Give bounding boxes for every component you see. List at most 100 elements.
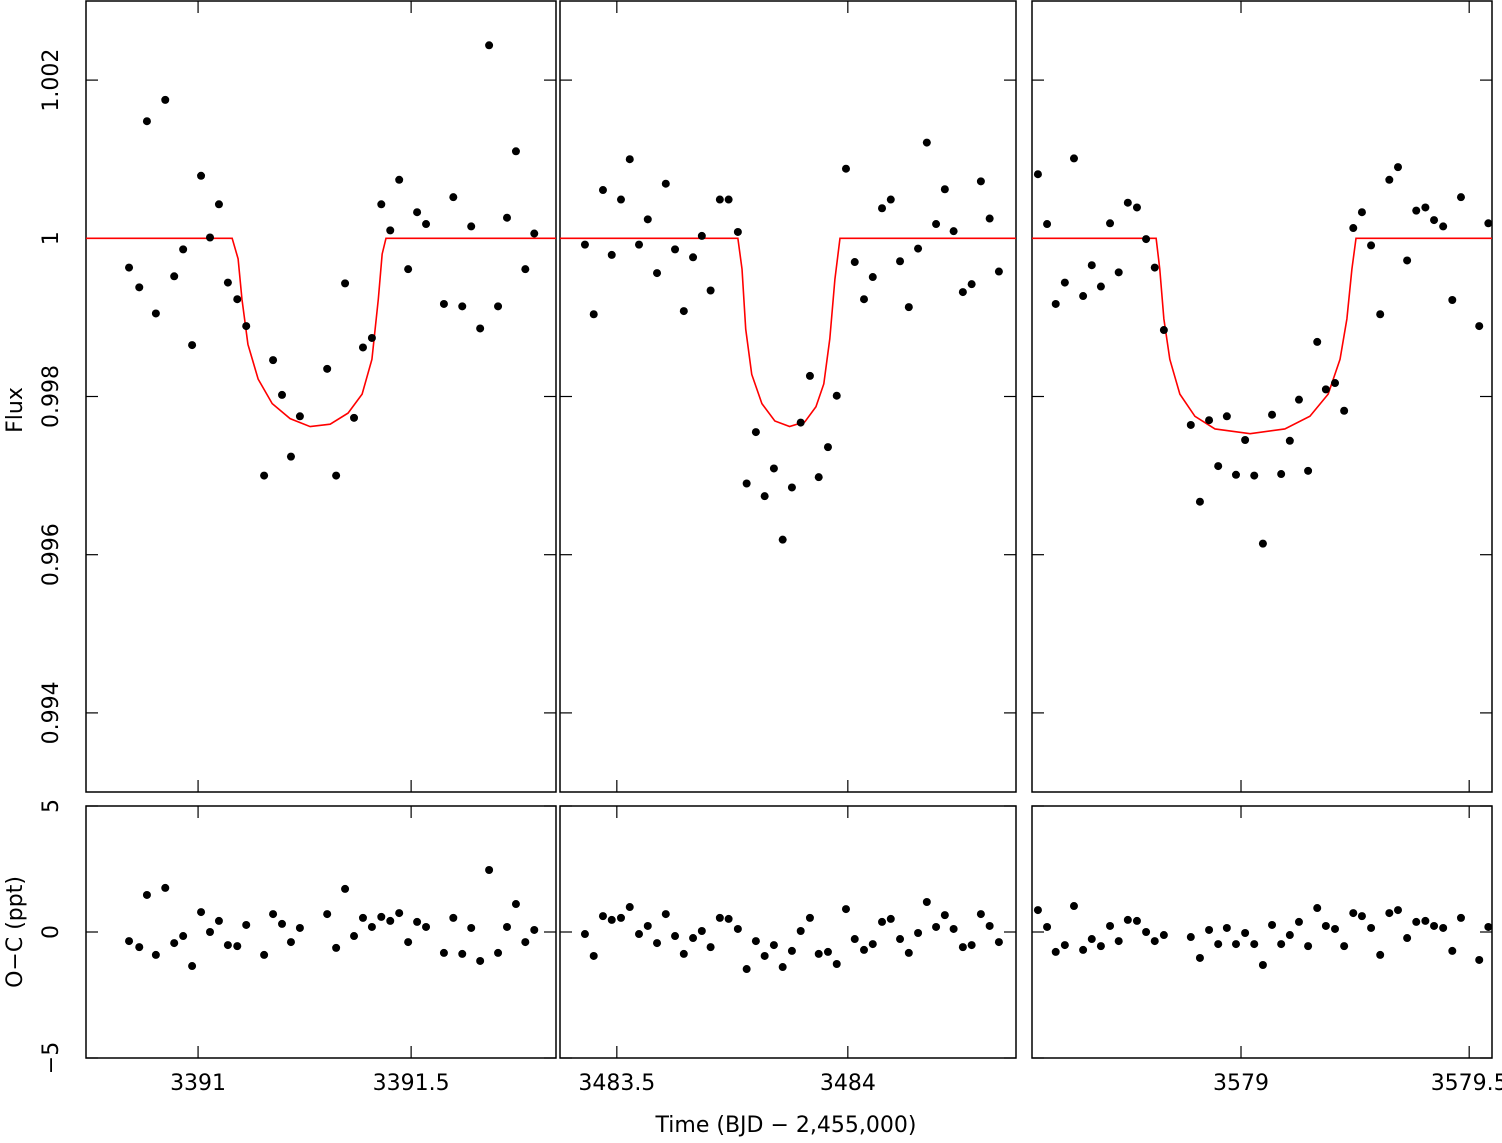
residual-point <box>332 943 341 952</box>
residual-point <box>223 941 232 950</box>
data-point <box>1087 261 1096 270</box>
residual-point <box>860 945 868 954</box>
data-point <box>1222 412 1231 421</box>
residual-frame <box>85 805 557 1059</box>
data-point <box>967 280 976 289</box>
residual-point <box>616 913 625 922</box>
residual-point <box>841 905 850 914</box>
data-point <box>1060 278 1069 287</box>
data-point <box>1079 292 1088 301</box>
x-axis-label: Time (BJD − 2,455,000) <box>655 1113 917 1138</box>
residual-point <box>1132 916 1141 925</box>
residual-point <box>151 950 160 959</box>
data-point <box>1321 385 1330 394</box>
residual-point <box>295 923 304 932</box>
residual-point <box>386 916 395 925</box>
data-point <box>1241 436 1250 445</box>
residual-point <box>323 910 332 919</box>
data-point <box>715 195 724 204</box>
data-point <box>1142 235 1151 244</box>
residual-point <box>760 951 769 960</box>
data-point <box>341 279 350 288</box>
residual-point <box>1277 940 1286 949</box>
x-tick-label: 3484 <box>820 1071 876 1096</box>
residual-point <box>671 932 680 941</box>
residual-point <box>1069 902 1078 911</box>
data-point <box>635 240 644 249</box>
residual-point <box>697 926 706 935</box>
residual-point <box>715 913 724 922</box>
data-point <box>1393 163 1402 172</box>
data-point <box>502 213 511 222</box>
residual-point <box>932 922 941 931</box>
data-point <box>1114 268 1123 277</box>
model-line <box>86 237 556 428</box>
residual-point <box>1484 922 1493 931</box>
x-tick-label: 3391 <box>170 1071 226 1096</box>
residual-point <box>914 929 923 938</box>
residual-y-tick-label: 5 <box>39 799 64 813</box>
residual-point <box>769 941 778 950</box>
residual-point <box>1367 923 1376 932</box>
data-point <box>1385 175 1394 184</box>
data-point <box>205 233 214 242</box>
data-point <box>358 343 367 352</box>
data-point <box>1277 470 1286 479</box>
residual-point <box>142 890 151 899</box>
residual-point <box>1096 942 1105 951</box>
data-point <box>278 390 287 399</box>
residual-point <box>1268 920 1277 929</box>
data-point <box>932 220 941 229</box>
data-point <box>449 193 458 202</box>
data-point <box>350 413 359 422</box>
residual-frame <box>1031 805 1493 1059</box>
residual-point <box>350 932 359 941</box>
residual-point <box>242 920 251 929</box>
residual-point <box>1222 923 1231 932</box>
residual-point <box>1241 929 1250 938</box>
residual-point <box>1349 909 1358 918</box>
residual-point <box>751 937 760 946</box>
data-point <box>850 258 859 267</box>
data-point <box>286 452 295 461</box>
residual-point <box>994 938 1003 947</box>
data-point <box>643 215 652 224</box>
residual-point <box>823 947 832 956</box>
data-point <box>994 267 1003 276</box>
data-point <box>625 155 634 164</box>
residual-point <box>494 948 503 957</box>
data-point <box>958 288 967 297</box>
residual-point <box>439 948 448 957</box>
residual-point <box>1376 950 1385 959</box>
residual-point <box>1195 953 1204 962</box>
residual-point <box>1079 945 1088 954</box>
residual-point <box>1475 955 1484 964</box>
data-point <box>1331 379 1340 388</box>
residual-point <box>511 900 520 909</box>
residual-point <box>197 908 206 917</box>
residual-frame <box>559 805 1017 1059</box>
residual-point <box>778 963 787 972</box>
data-point <box>125 263 134 272</box>
residual-point <box>653 939 662 948</box>
residual-point <box>814 949 823 958</box>
residual-point <box>607 915 616 924</box>
data-point <box>679 307 688 316</box>
data-point <box>367 333 376 342</box>
data-point <box>142 117 151 126</box>
residual-point <box>868 940 877 949</box>
data-point <box>706 286 715 295</box>
data-point <box>1250 471 1259 480</box>
residual-point <box>1448 946 1457 955</box>
data-point <box>724 195 733 204</box>
data-point <box>188 341 197 350</box>
residual-y-tick-label: 0 <box>39 925 64 939</box>
residual-point <box>1087 935 1096 944</box>
data-point <box>1456 193 1465 202</box>
data-point <box>778 535 787 544</box>
data-point <box>653 269 662 278</box>
residual-point <box>787 946 796 955</box>
residual-point <box>1403 934 1412 943</box>
residual-point <box>269 910 278 919</box>
